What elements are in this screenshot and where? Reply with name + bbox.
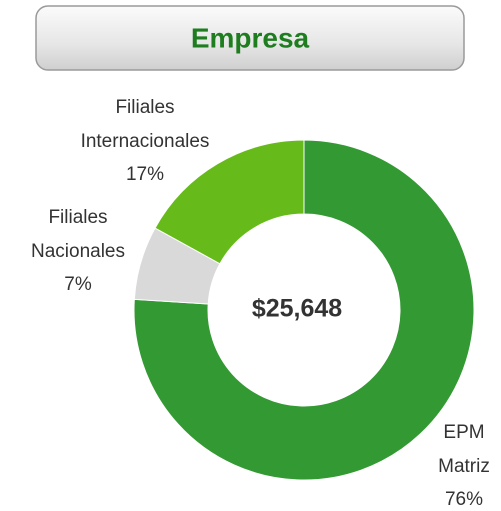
category-word: Filiales — [48, 207, 107, 228]
category-word: Internacionales — [81, 131, 210, 152]
category-word: Matriz — [438, 456, 490, 477]
title-box — [35, 5, 465, 71]
value-label: 17% — [126, 164, 164, 185]
donut-slice — [154, 139, 305, 265]
category-label: Filiales Internacionales — [81, 97, 210, 152]
category-label: EPM Matriz — [438, 422, 490, 477]
value-label: 76% — [445, 489, 483, 510]
category-word: Nacionales — [31, 241, 125, 262]
value-label: 7% — [64, 274, 92, 295]
slice-label: Filiales Internacionales 17% — [81, 97, 210, 185]
category-label: Filiales Nacionales — [31, 207, 125, 262]
category-word: Filiales — [115, 97, 174, 118]
category-word: EPM — [443, 422, 484, 443]
center-label: $25,648 — [252, 295, 342, 323]
donut-slice — [133, 139, 475, 481]
slice-label: EPM Matriz 76% — [438, 422, 490, 510]
slice-label: Filiales Nacionales 7% — [31, 207, 125, 295]
chart-title: Empresa — [191, 22, 310, 53]
